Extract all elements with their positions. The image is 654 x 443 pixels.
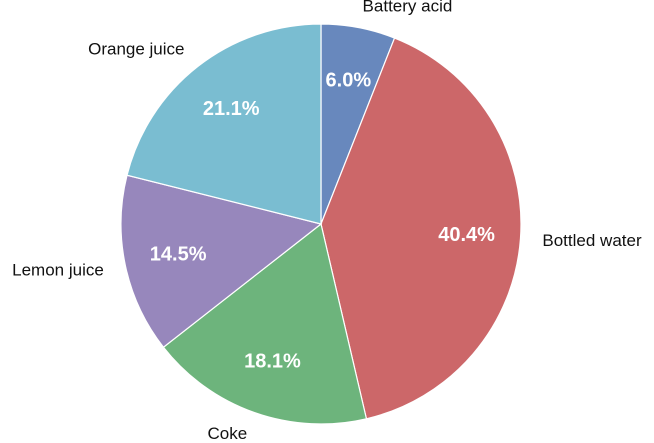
slice-percent-coke: 18.1% [244, 351, 301, 373]
slice-label-battery-acid: Battery acid [363, 0, 453, 15]
slice-label-lemon-juice: Lemon juice [12, 260, 104, 279]
pie-slice-coke [162, 222, 368, 425]
pie-labels: Battery acid 6.0% Bottled water 40.4% Coke 18… [12, 0, 642, 443]
pie-slice-orange-juice [126, 23, 322, 225]
slice-percent-orange-juice: 21.1% [203, 98, 260, 120]
slice-percent-bottled-water: 40.4% [438, 224, 495, 246]
pie-slice-lemon-juice [120, 174, 323, 349]
pie-slices [120, 23, 522, 425]
slice-percent-battery-acid: 6.0% [326, 70, 372, 92]
pie-slice-bottled-water [320, 37, 522, 420]
slice-label-orange-juice: Orange juice [88, 39, 184, 58]
slice-label-coke: Coke [207, 424, 247, 443]
slice-label-bottled-water: Bottled water [542, 231, 642, 250]
slice-percent-lemon-juice: 14.5% [150, 243, 207, 265]
